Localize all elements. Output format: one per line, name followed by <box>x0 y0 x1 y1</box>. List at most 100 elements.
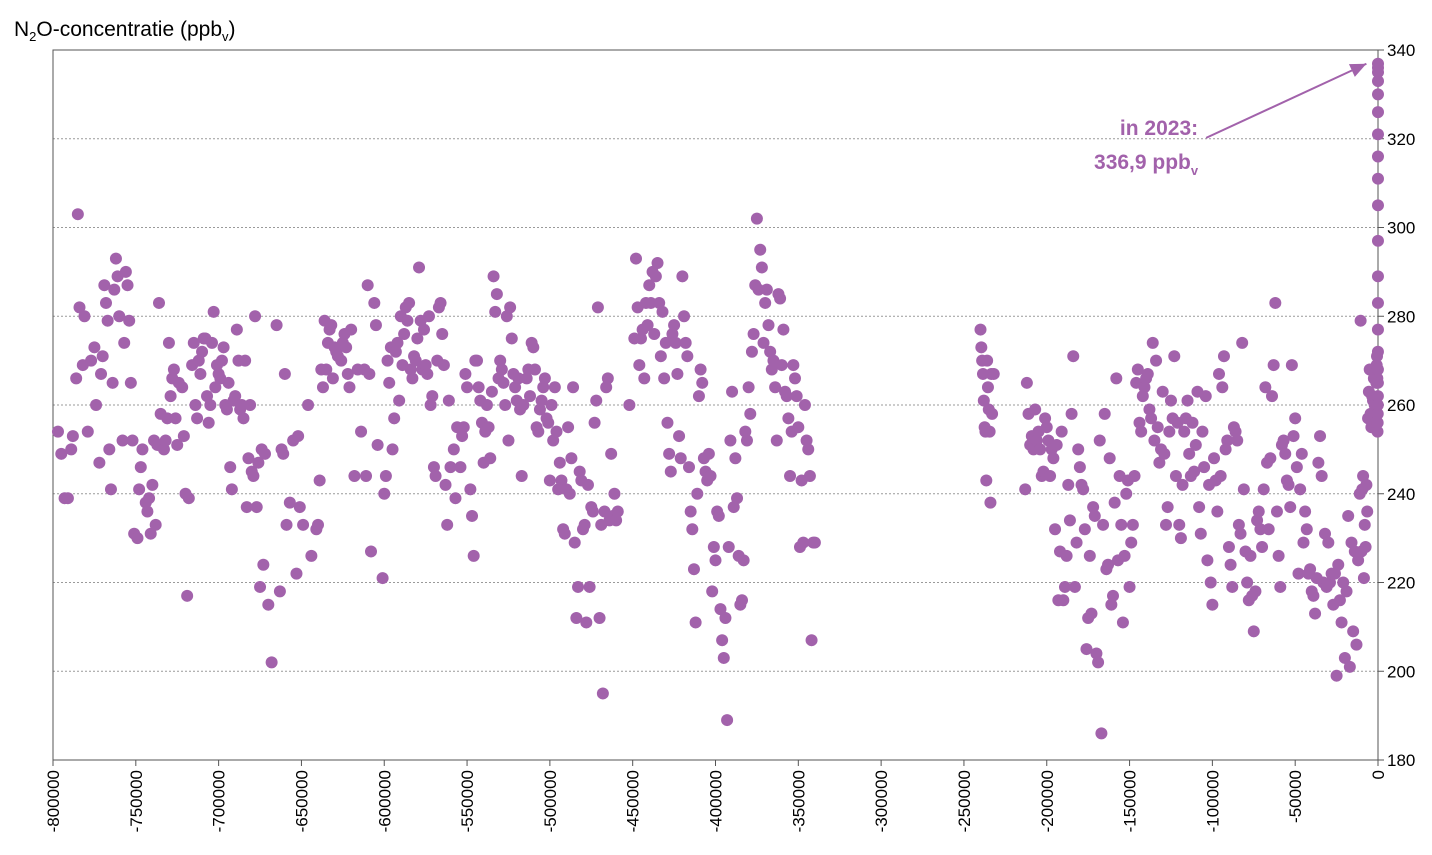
data-point <box>235 399 248 411</box>
data-point <box>1371 407 1384 420</box>
data-point <box>1266 390 1278 403</box>
data-point <box>345 323 358 336</box>
data-point <box>441 518 454 531</box>
data-point <box>980 474 993 487</box>
data-point <box>558 527 571 540</box>
data-point <box>504 301 517 314</box>
data-point <box>159 434 172 447</box>
data-point <box>537 381 550 394</box>
data-point <box>1252 505 1265 518</box>
data-point <box>1062 478 1075 491</box>
data-point <box>760 283 773 296</box>
x-tick-label: -800000 <box>44 770 63 832</box>
data-point <box>292 430 305 443</box>
data-point <box>633 359 646 372</box>
data-point <box>538 372 551 385</box>
data-point <box>447 443 460 456</box>
data-point <box>724 434 737 447</box>
data-point <box>581 478 594 491</box>
data-point <box>983 425 996 438</box>
data-point <box>259 447 271 460</box>
x-tick-label: -100000 <box>1203 770 1222 832</box>
data-point <box>1267 359 1280 372</box>
data-point <box>171 438 184 451</box>
data-point <box>774 292 787 305</box>
data-point <box>1299 505 1312 518</box>
data-point <box>252 456 265 469</box>
data-point <box>1088 509 1101 522</box>
data-point <box>230 323 243 336</box>
data-point <box>1372 57 1384 70</box>
data-point <box>1039 412 1052 425</box>
y-tick-label: 320 <box>1387 130 1415 149</box>
data-point <box>418 323 430 336</box>
data-point <box>1194 527 1207 540</box>
data-point <box>1371 106 1384 119</box>
annotation-line-2-main: 336,9 ppb <box>1094 151 1191 174</box>
data-point <box>1153 456 1166 469</box>
data-point <box>1264 452 1277 465</box>
data-point <box>808 536 821 549</box>
data-point <box>1118 549 1131 562</box>
data-point <box>381 354 394 367</box>
data-point <box>153 296 165 309</box>
data-point <box>1289 412 1302 425</box>
data-point <box>1102 558 1115 571</box>
data-point <box>169 412 182 425</box>
data-point <box>1080 643 1093 656</box>
data-point <box>136 443 149 456</box>
data-point <box>1093 434 1106 447</box>
data-point <box>1178 425 1191 438</box>
data-point <box>108 283 121 296</box>
data-point <box>1357 572 1370 585</box>
data-point <box>1107 589 1119 602</box>
data-point <box>1078 523 1091 536</box>
data-point <box>1120 487 1133 500</box>
data-point <box>673 430 686 443</box>
data-point <box>406 372 419 385</box>
data-point <box>694 363 707 376</box>
data-point <box>648 328 661 340</box>
data-point <box>376 572 389 585</box>
data-point <box>664 465 677 478</box>
data-point <box>103 443 116 456</box>
data-point <box>1338 651 1351 664</box>
data-point <box>1247 625 1260 638</box>
y-tick-label: 240 <box>1387 485 1415 504</box>
data-point <box>792 421 805 434</box>
data-point <box>747 328 760 340</box>
data-point <box>656 305 669 318</box>
data-point <box>1213 367 1225 380</box>
data-point <box>424 399 437 411</box>
data-point <box>702 447 715 460</box>
data-point <box>101 314 114 327</box>
data-point <box>1350 638 1363 651</box>
data-point <box>726 385 739 398</box>
data-point <box>413 261 426 274</box>
data-point <box>106 376 119 389</box>
data-point <box>250 501 263 514</box>
data-point <box>439 478 452 491</box>
data-point <box>1098 407 1111 420</box>
data-point <box>1342 509 1355 522</box>
x-tick-label: -150000 <box>1121 770 1140 832</box>
y-tick-label: 200 <box>1387 662 1415 681</box>
data-point <box>1314 430 1327 443</box>
data-point <box>244 399 257 411</box>
data-point <box>542 416 555 429</box>
data-point <box>51 425 64 438</box>
data-point <box>977 394 990 407</box>
data-point <box>73 301 86 314</box>
data-point <box>149 518 162 531</box>
data-point <box>434 296 447 309</box>
data-point <box>113 310 126 323</box>
data-point <box>1049 523 1062 536</box>
data-point <box>1234 527 1247 540</box>
data-point <box>1304 563 1317 576</box>
data-point <box>1040 421 1053 434</box>
data-point <box>1214 470 1227 482</box>
data-point <box>365 545 377 558</box>
data-point <box>736 594 748 607</box>
data-point <box>229 390 242 403</box>
data-point <box>70 372 83 385</box>
